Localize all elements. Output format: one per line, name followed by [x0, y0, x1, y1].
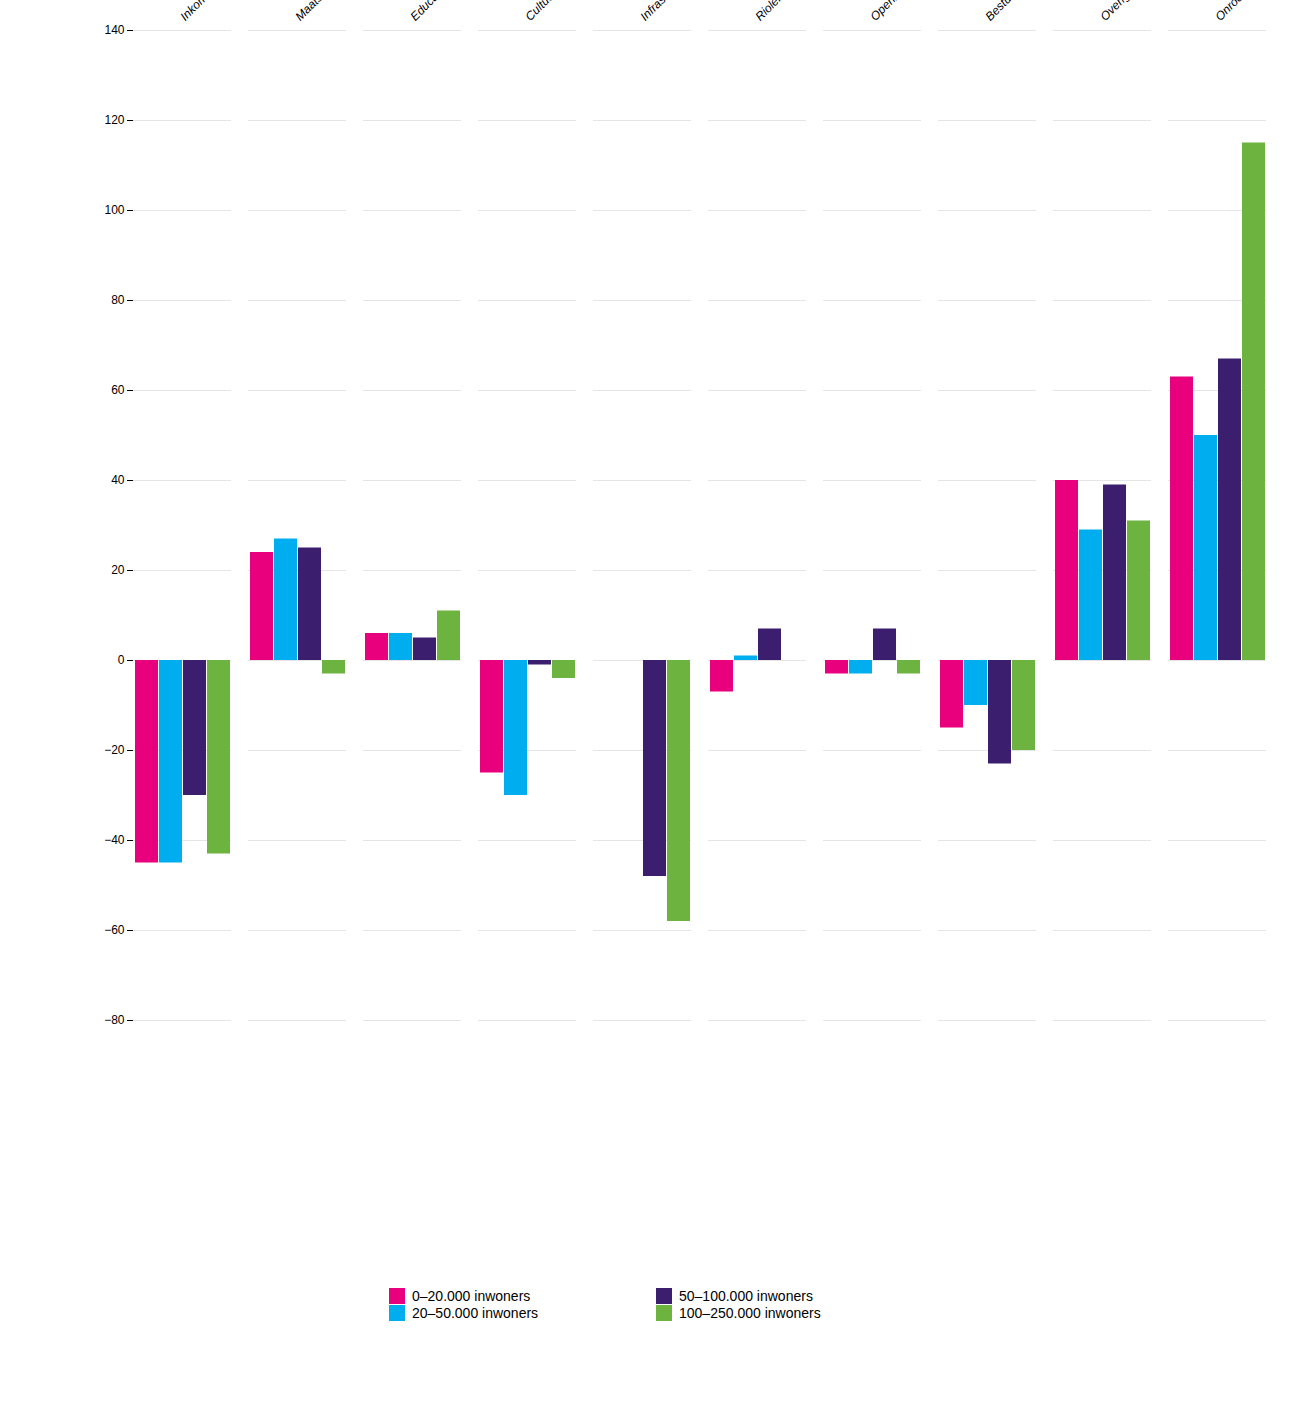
- svg-text:Maatschappelijke ondersteuning: Maatschappelijke ondersteuning & Jeugd: [292, 0, 457, 24]
- svg-text:40: 40: [111, 473, 125, 487]
- svg-text:80: 80: [111, 293, 125, 307]
- html-text:50–100.000 inwoners: 50–100.000 inwoners: [679, 1288, 813, 1304]
- svg-text:Onroerendezaakbelasting: Onroerendezaakbelasting: [1212, 0, 1298, 24]
- svg-text:20: 20: [111, 563, 125, 577]
- svg-text:−80: −80: [104, 1013, 125, 1027]
- svg-text:140: 140: [104, 23, 124, 37]
- html-text:20–50.000 inwoners: 20–50.000 inwoners: [412, 1305, 539, 1321]
- svg-text:−60: −60: [104, 923, 125, 937]
- svg-text:−20: −20: [104, 743, 125, 757]
- svg-text:60: 60: [111, 383, 125, 397]
- html-text:100–250.000 inwoners: 100–250.000 inwoners: [679, 1305, 821, 1321]
- svg-text:Inkomen en participatie: Inkomen en participatie: [177, 0, 275, 24]
- svg-text:0: 0: [118, 653, 125, 667]
- svg-text:100: 100: [104, 203, 124, 217]
- svg-text:Educatie: Educatie: [407, 0, 450, 24]
- svg-text:120: 120: [104, 113, 124, 127]
- svg-text:−40: −40: [104, 833, 125, 847]
- svg-text:Riolering en reiniging: Riolering en reiniging: [752, 0, 842, 24]
- svg-text:Overige eigen middelen: Overige eigen middelen: [1097, 0, 1197, 24]
- html-text:0–20.000 inwoners: 0–20.000 inwoners: [412, 1288, 531, 1304]
- svg-text:Cultuur en ontspanning: Cultuur en ontspanning: [522, 0, 620, 24]
- svg-text:Openbare orde en veiligheid: Openbare orde en veiligheid: [867, 0, 984, 24]
